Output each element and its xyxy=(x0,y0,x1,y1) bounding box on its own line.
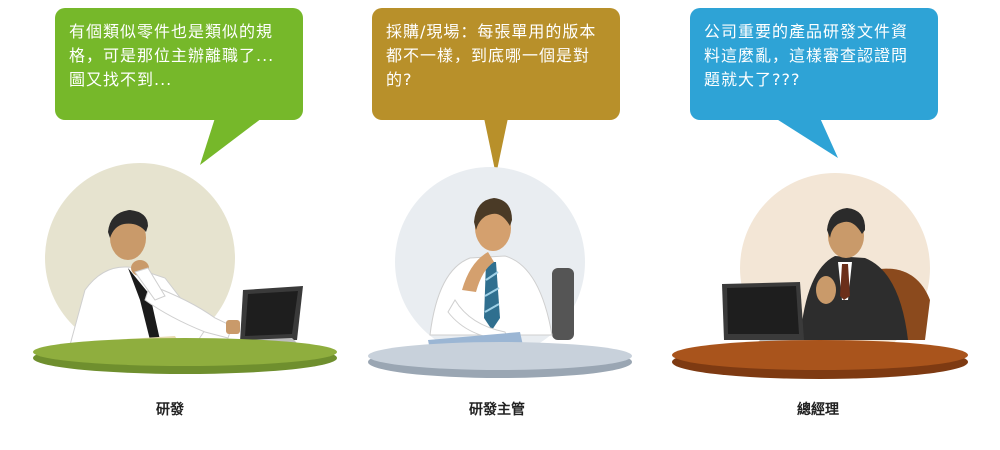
manager-figure xyxy=(368,167,632,378)
role-label-gm: 總經理 xyxy=(797,402,839,418)
bubble-tail-rd xyxy=(200,118,262,165)
manager-speech-bubble: 採購/現場：每張單用的版本都不一樣，到底哪一個是對的? xyxy=(372,8,620,120)
gm-quote: 公司重要的產品研發文件資料這麼亂，這樣審查認證問題就大了??? xyxy=(704,22,909,89)
rd-engineer-figure xyxy=(33,163,337,374)
manager-quote: 採購/現場：每張單用的版本都不一樣，到底哪一個是對的? xyxy=(386,22,597,89)
role-label-manager: 研發主管 xyxy=(469,402,525,418)
general-manager-figure xyxy=(672,173,968,379)
gm-speech-bubble: 公司重要的產品研發文件資料這麼亂，這樣審查認證問題就大了??? xyxy=(690,8,938,120)
bubble-tail-manager xyxy=(484,118,508,175)
role-label-rd: 研發 xyxy=(156,402,184,418)
rd-quote: 有個類似零件也是類似的規格，可是那位主辦離職了...圖又找不到... xyxy=(69,22,275,89)
rd-speech-bubble: 有個類似零件也是類似的規格，可是那位主辦離職了...圖又找不到... xyxy=(55,8,303,120)
bubble-tail-gm xyxy=(775,118,838,158)
